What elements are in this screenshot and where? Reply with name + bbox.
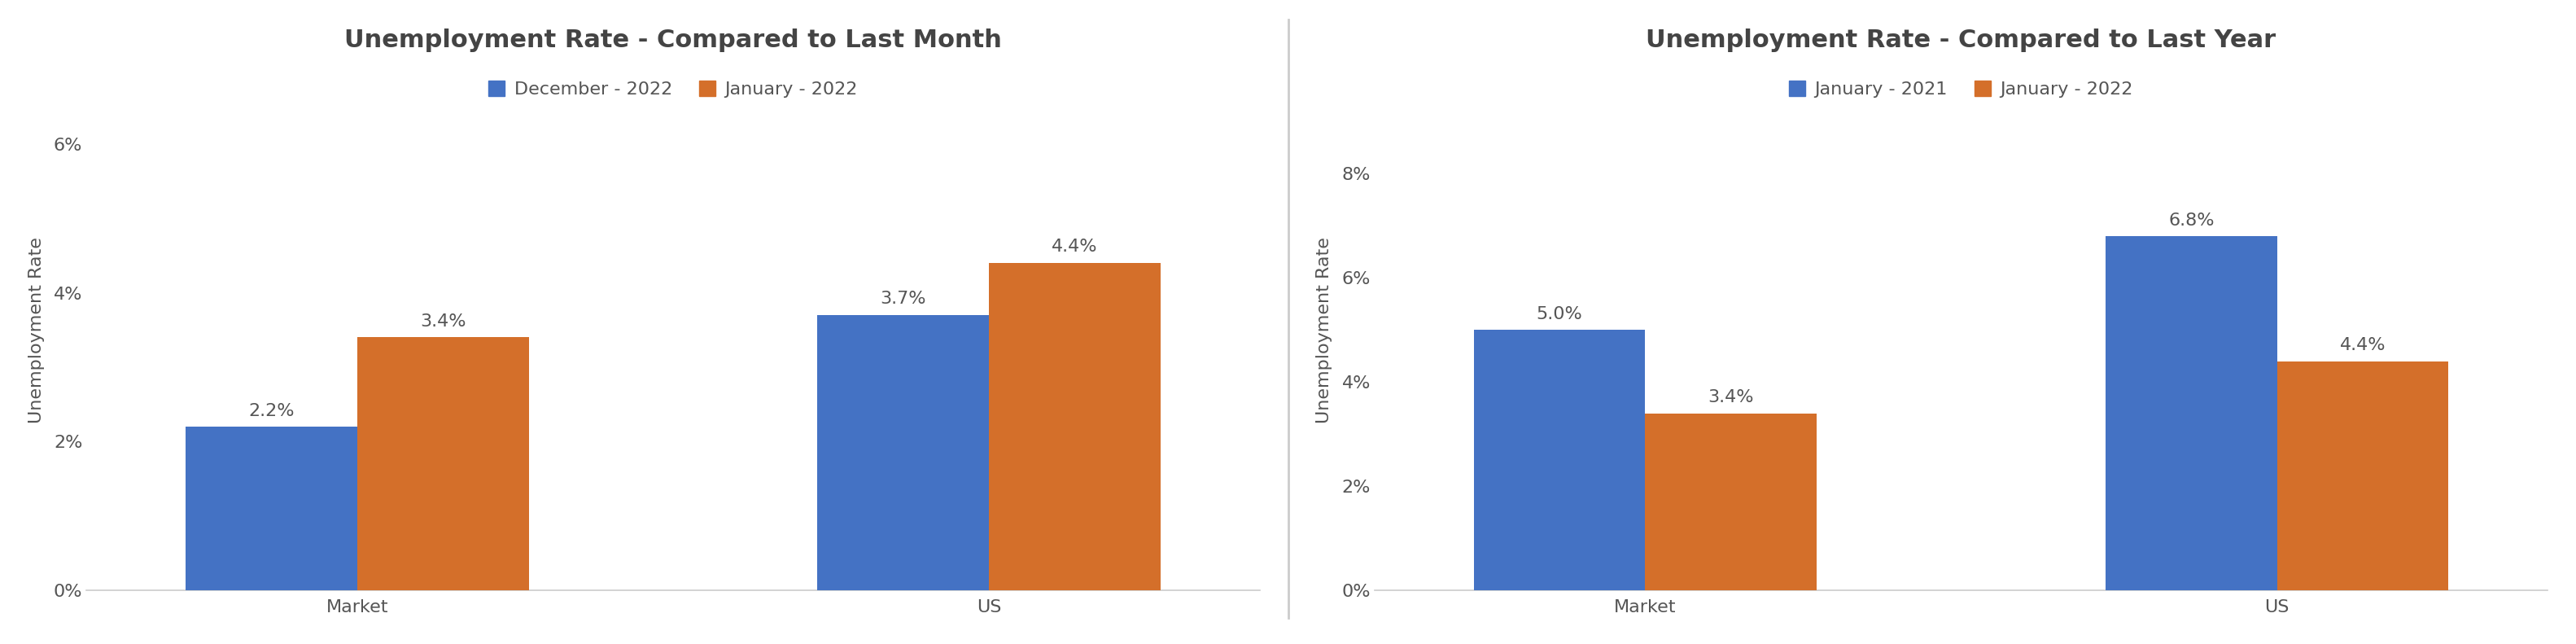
Text: 4.4%: 4.4% xyxy=(2339,337,2385,354)
Text: 3.7%: 3.7% xyxy=(881,291,927,307)
Text: 3.4%: 3.4% xyxy=(1708,389,1754,406)
Text: 4.4%: 4.4% xyxy=(1051,239,1097,255)
Y-axis label: Unemployment Rate: Unemployment Rate xyxy=(28,237,44,423)
Text: 6.8%: 6.8% xyxy=(2169,212,2215,229)
Bar xyxy=(817,315,989,591)
Legend: January - 2021, January - 2022: January - 2021, January - 2022 xyxy=(1783,73,2141,105)
Title: Unemployment Rate - Compared to Last Month: Unemployment Rate - Compared to Last Mon… xyxy=(345,28,1002,52)
Title: Unemployment Rate - Compared to Last Year: Unemployment Rate - Compared to Last Yea… xyxy=(1646,28,2277,52)
Text: 3.4%: 3.4% xyxy=(420,314,466,330)
Bar xyxy=(1646,413,1816,591)
Bar xyxy=(185,427,358,591)
Text: 2.2%: 2.2% xyxy=(247,402,294,419)
Text: 5.0%: 5.0% xyxy=(1535,306,1582,322)
Legend: December - 2022, January - 2022: December - 2022, January - 2022 xyxy=(482,73,866,105)
Bar xyxy=(1473,330,1646,591)
Bar xyxy=(2277,361,2447,591)
Bar xyxy=(358,337,528,591)
Bar xyxy=(989,263,1159,591)
Bar xyxy=(2105,236,2277,591)
Y-axis label: Unemployment Rate: Unemployment Rate xyxy=(1316,237,1332,423)
